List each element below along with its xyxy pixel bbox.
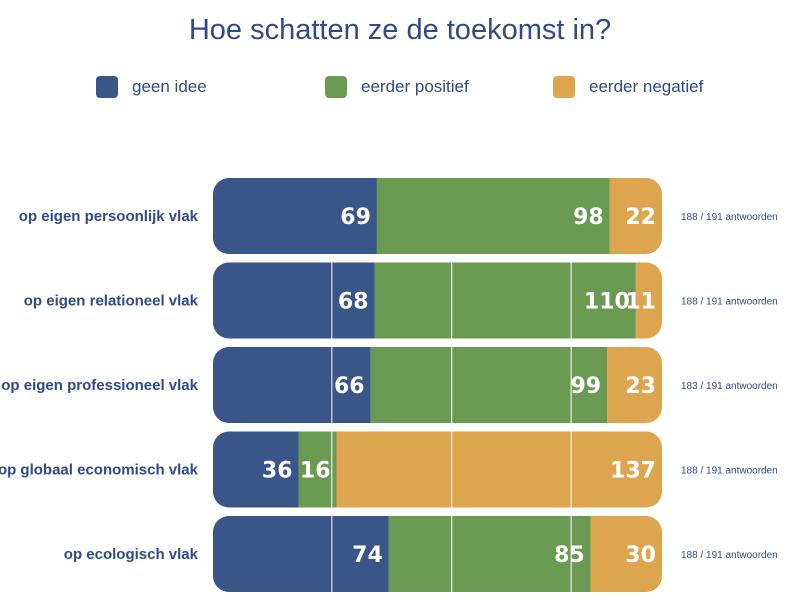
bar-segment-eerder-negatief [635, 262, 662, 339]
value-label-eerder-negatief: 11 [625, 290, 656, 315]
bar-segment-geen-idee [213, 516, 389, 592]
bar-segment-eerder-positief [298, 431, 337, 508]
value-label-eerder-positief: 85 [554, 543, 585, 568]
value-label-geen-idee: 68 [338, 290, 369, 315]
bar-segment-geen-idee [213, 347, 371, 423]
bar-segment-eerder-negatief [336, 431, 662, 508]
value-label-eerder-positief: 98 [573, 205, 604, 230]
bar-segment-eerder-negatief [607, 347, 662, 423]
response-count-label: 188 / 191 antwoorden [681, 212, 778, 223]
legend-label-geen-idee: geen idee [132, 77, 207, 96]
legend-swatch-eerder-negatief [553, 76, 575, 98]
bar-segment-geen-idee [213, 431, 299, 508]
bar-segment-geen-idee [213, 178, 377, 254]
legend-swatch-geen-idee [96, 76, 118, 98]
value-label-eerder-negatief: 23 [625, 374, 656, 399]
bar-segment-eerder-positief [376, 178, 610, 254]
bar-segment-eerder-positief [374, 262, 636, 339]
bar-group-op-globaal-economisch-vlak [213, 431, 662, 508]
value-label-eerder-positief: 16 [300, 459, 331, 484]
legend-swatch-eerder-positief [325, 76, 347, 98]
bar-group-op-eigen-professioneel-vlak [213, 347, 662, 423]
value-label-geen-idee: 66 [334, 374, 365, 399]
bar-group-op-ecologisch-vlak [213, 516, 662, 592]
legend-item-eerder-negatief: eerder negatief [553, 76, 703, 98]
response-count-label: 183 / 191 antwoorden [681, 381, 778, 392]
value-label-eerder-negatief: 30 [625, 543, 656, 568]
value-label-geen-idee: 69 [340, 205, 371, 230]
legend-item-eerder-positief: eerder positief [325, 76, 469, 98]
value-label-eerder-negatief: 22 [625, 205, 656, 230]
bar-group-op-eigen-relationeel-vlak [213, 262, 662, 339]
value-label-eerder-negatief: 137 [610, 459, 656, 484]
bar-segment-eerder-positief [370, 347, 608, 423]
category-label: op eigen persoonlijk vlak [19, 208, 199, 225]
bar-segment-eerder-negatief [590, 516, 662, 592]
response-count-label: 188 / 191 antwoorden [681, 297, 778, 308]
response-count-label: 188 / 191 antwoorden [681, 550, 778, 561]
bar-group-op-eigen-persoonlijk-vlak [213, 178, 662, 254]
bar-segment-eerder-positief [388, 516, 591, 592]
legend-label-eerder-positief: eerder positief [361, 77, 469, 96]
chart-title: Hoe schatten ze de toekomst in? [188, 14, 612, 46]
legend-label-eerder-negatief: eerder negatief [589, 77, 704, 96]
category-label: op ecologisch vlak [64, 546, 199, 563]
legend-item-geen-idee: geen idee [96, 76, 207, 98]
value-label-geen-idee: 36 [262, 459, 293, 484]
value-label-eerder-positief: 110 [584, 290, 630, 315]
response-count-label: 188 / 191 antwoorden [681, 466, 778, 477]
legend: geen idee eerder positief eerder negatie… [0, 76, 800, 100]
bar-segment-eerder-negatief [609, 178, 662, 254]
category-label: op eigen relationeel vlak [24, 293, 199, 310]
category-label: op globaal economisch vlak [0, 462, 199, 479]
value-label-eerder-positief: 99 [570, 374, 601, 399]
category-label: op eigen professioneel vlak [1, 377, 198, 394]
bar-segment-geen-idee [213, 262, 375, 339]
value-label-geen-idee: 74 [352, 543, 383, 568]
